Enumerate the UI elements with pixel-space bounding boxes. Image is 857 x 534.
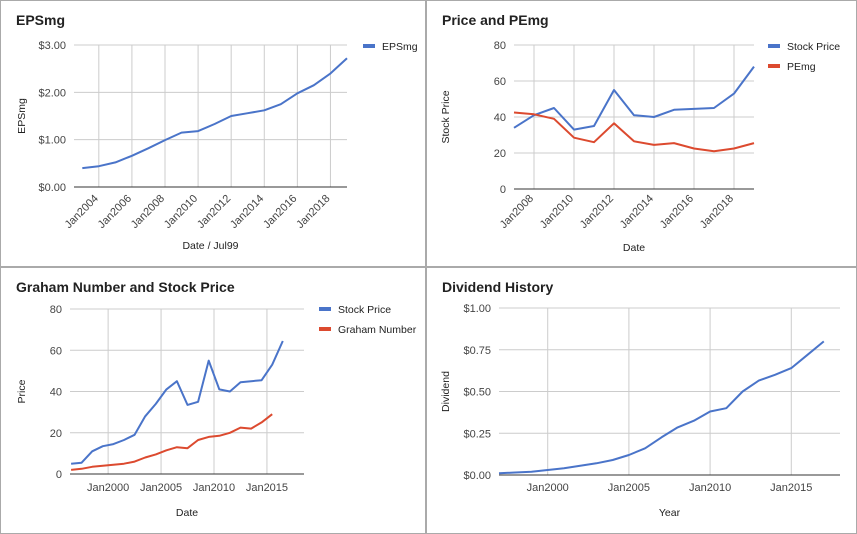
y-tick-label: $0.00: [38, 182, 66, 194]
y-tick-label: 0: [56, 469, 62, 481]
x-tick-label: Jan2000: [87, 482, 129, 494]
chart-canvas: EPSmg$0.00$1.00$2.00$3.00Jan2004Jan2006J…: [16, 12, 418, 252]
y-tick-label: $3.00: [38, 40, 66, 52]
chart-canvas: Dividend History $0.00 $0.25 $0.50 $0.75 $1.0…: [440, 279, 840, 519]
x-tick-label: Jan2010: [193, 482, 235, 494]
x-tick-label: Jan2010: [689, 482, 731, 494]
chart-title: Graham Number and Stock Price: [16, 279, 235, 295]
chart-panel-dividend-history: Dividend History $0.00 $0.25 $0.50 $0.75 $1.0…: [426, 267, 857, 534]
chart-panel-price-pemg: Price and PEmg 0 20 40 60 80 Jan2008 Jan2010 Jan…: [426, 0, 857, 267]
chart-canvas: Graham Number and Stock Price 0 20 40 60 80 Ja…: [16, 279, 417, 519]
legend-label: PEmg: [787, 61, 816, 73]
x-axis-label: Year: [659, 507, 681, 519]
series-line: [71, 340, 284, 465]
x-tick-label: Jan2012: [195, 193, 233, 231]
x-tick-label: Jan2000: [527, 482, 569, 494]
y-tick-label: $2.00: [38, 87, 66, 99]
y-tick-label: 40: [494, 112, 506, 124]
y-tick-label: $1.00: [38, 135, 66, 147]
y-tick-label: 80: [50, 304, 62, 316]
y-axis-label: Stock Price: [440, 90, 452, 143]
x-tick-label: Jan2018: [698, 193, 736, 231]
series-line: [70, 413, 273, 471]
chart-title: Dividend History: [442, 279, 553, 295]
x-axis-label: Date / Jul99: [182, 240, 238, 252]
y-axis-label: Dividend: [440, 371, 452, 412]
y-tick-label: $0.75: [463, 345, 491, 357]
x-tick-label: Jan2004: [63, 193, 101, 231]
legend-label: Stock Price: [787, 41, 840, 53]
x-tick-label: Jan2008: [129, 193, 167, 231]
x-tick-label: Jan2005: [140, 482, 182, 494]
y-tick-label: 60: [494, 76, 506, 88]
series-line: [82, 57, 348, 170]
y-tick-label: 40: [50, 387, 62, 399]
x-tick-label: Jan2010: [538, 193, 576, 231]
y-tick-label: 20: [50, 428, 62, 440]
y-tick-label: 60: [50, 345, 62, 357]
chart-title: EPSmg: [16, 12, 65, 28]
x-tick-label: Jan2006: [96, 193, 134, 231]
x-tick-label: Jan2008: [498, 193, 536, 231]
y-tick-label: 20: [494, 148, 506, 160]
legend-label: Graham Number: [338, 324, 417, 336]
y-tick-label: $0.25: [463, 428, 491, 440]
chart-panel-graham-number: Graham Number and Stock Price 0 20 40 60 80 Ja…: [0, 267, 426, 534]
y-tick-label: $1.00: [463, 303, 491, 315]
x-tick-label: Jan2012: [578, 193, 616, 231]
y-axis-label: Price: [16, 379, 28, 403]
legend-label: EPSmg: [382, 41, 418, 53]
chart-title: Price and PEmg: [442, 12, 549, 28]
series-line: [513, 66, 755, 131]
x-axis-label: Date: [623, 242, 645, 254]
legend-label: Stock Price: [338, 304, 391, 316]
y-tick-label: 80: [494, 40, 506, 52]
x-tick-label: Jan2016: [261, 193, 299, 231]
x-axis-label: Date: [176, 507, 198, 519]
y-tick-label: $0.50: [463, 387, 491, 399]
x-tick-label: Jan2005: [608, 482, 650, 494]
x-tick-label: Jan2015: [770, 482, 812, 494]
y-tick-label: $0.00: [463, 470, 491, 482]
x-tick-label: Jan2014: [228, 193, 266, 231]
series-line: [498, 340, 825, 475]
x-tick-label: Jan2018: [294, 193, 332, 231]
chart-panel-epsmg: EPSmg $0.00 $1.00 $2.00 $3.00 Jan2004 Jan2006 J…: [0, 0, 426, 267]
x-tick-label: Jan2014: [618, 193, 656, 231]
x-tick-label: Jan2015: [246, 482, 288, 494]
x-tick-label: Jan2010: [162, 193, 200, 231]
x-tick-label: Jan2016: [658, 193, 696, 231]
y-tick-label: 0: [500, 184, 506, 196]
y-axis-label: EPSmg: [16, 98, 28, 134]
series-line: [513, 111, 755, 153]
